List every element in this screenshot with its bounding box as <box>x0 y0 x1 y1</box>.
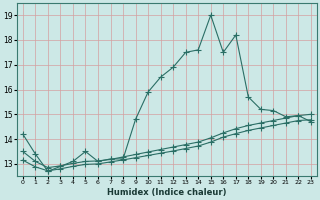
X-axis label: Humidex (Indice chaleur): Humidex (Indice chaleur) <box>107 188 227 197</box>
